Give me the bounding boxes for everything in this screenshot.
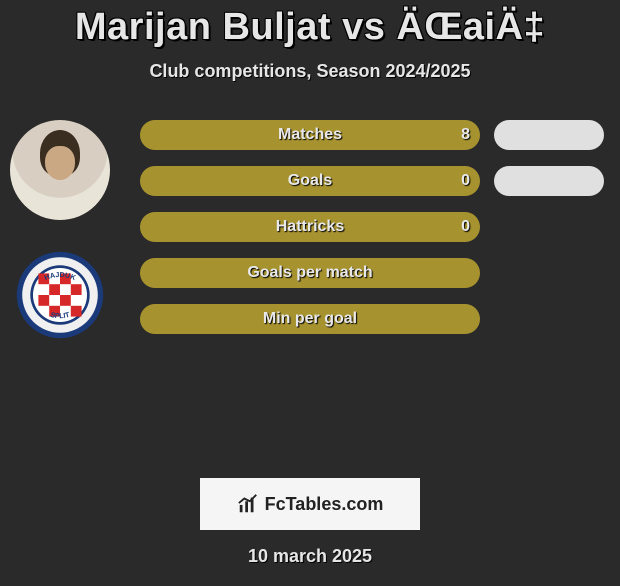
player-avatar: [10, 120, 110, 220]
brand-text: FcTables.com: [265, 494, 384, 515]
chart-icon: [237, 493, 259, 515]
metric-row: Matches8: [140, 120, 480, 150]
metric-bar-left: [140, 166, 480, 196]
metric-bar-left: [140, 258, 480, 288]
metric-bar-left: [140, 304, 480, 334]
subtitle: Club competitions, Season 2024/2025: [0, 61, 620, 82]
player-left-column: HAJDUK SPLIT: [0, 120, 120, 340]
comparison-content: HAJDUK SPLIT Matches8 Goals0 Hattricks0 Goa…: [0, 112, 620, 452]
metric-value-left: 0: [461, 166, 470, 196]
svg-text:SPLIT: SPLIT: [49, 310, 71, 321]
metric-row: Goals0: [140, 166, 480, 196]
metric-pill-right: [494, 120, 604, 150]
club-badge: HAJDUK SPLIT: [15, 250, 105, 340]
date-text: 10 march 2025: [0, 546, 620, 567]
right-pills: [494, 120, 604, 350]
metric-row: Min per goal: [140, 304, 480, 334]
metric-pill-right: [494, 166, 604, 196]
metric-value-left: 8: [461, 120, 470, 150]
page-title: Marijan Buljat vs ÄŒaiÄ‡: [0, 6, 620, 49]
metric-value-left: 0: [461, 212, 470, 242]
metric-bar-left: [140, 212, 480, 242]
metric-bar-left: [140, 120, 480, 150]
brand-strip[interactable]: FcTables.com: [200, 478, 420, 530]
metric-bars: Matches8 Goals0 Hattricks0 Goals per match M…: [140, 120, 480, 350]
metric-row: Goals per match: [140, 258, 480, 288]
metric-row: Hattricks0: [140, 212, 480, 242]
